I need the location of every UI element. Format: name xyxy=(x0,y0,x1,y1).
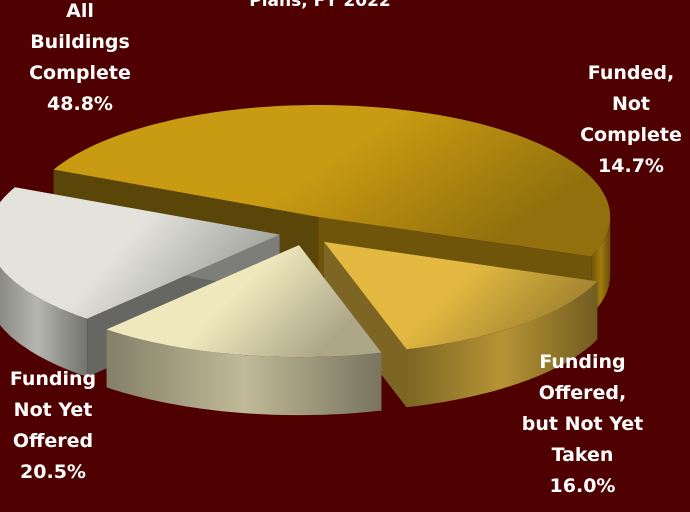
label-funding-not-yet-offered: Funding Not Yet Offered 20.5% xyxy=(0,364,106,488)
label-funding-offered-not-taken: Funding Offered, but Not Yet Taken 16.0% xyxy=(500,347,665,502)
label-all-buildings-complete: All Buildings Complete 48.8% xyxy=(20,0,140,120)
label-funded-not-complete: Funded, Not Complete 14.7% xyxy=(572,58,690,182)
chart-title: Plans, FY 2022 xyxy=(180,0,460,12)
